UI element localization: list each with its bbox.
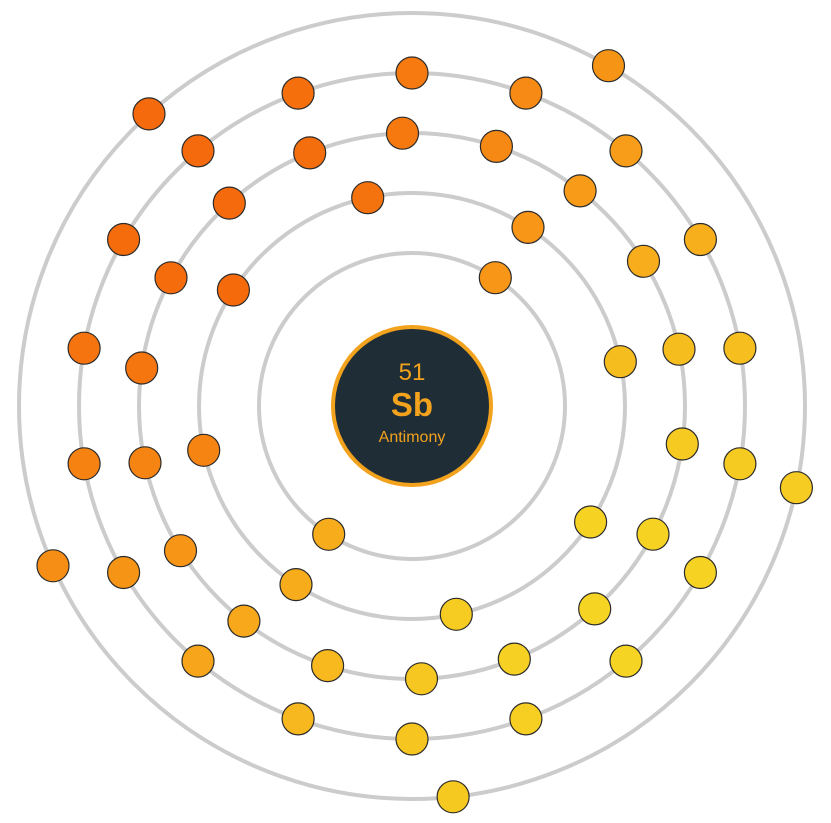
electron-shell-3-16 xyxy=(293,136,327,170)
electron-shell-4-13 xyxy=(181,644,215,678)
electron-shell-2-5 xyxy=(187,433,221,467)
electron-shell-2-8 xyxy=(511,210,545,244)
electron-shell-3-4 xyxy=(665,427,699,461)
electron-shell-5-2 xyxy=(779,471,814,505)
electron-shell-2 xyxy=(197,191,627,621)
electron-shell-5 xyxy=(17,11,807,801)
electron-shell-3-10 xyxy=(227,604,261,638)
electron-shell-2-2 xyxy=(573,505,608,539)
electron-shell-3-9 xyxy=(311,648,345,683)
electron-shell-5-1 xyxy=(591,49,626,83)
electron-shell-4-1 xyxy=(281,76,315,110)
electron-shell-1-1 xyxy=(478,261,512,295)
element-name: Antimony xyxy=(379,429,446,446)
electron-shell-4-11 xyxy=(395,722,429,756)
electron-shell-4-3 xyxy=(509,76,543,110)
electrons xyxy=(36,49,814,814)
electron-shell-4-15 xyxy=(67,447,101,481)
electron-shell-4-8 xyxy=(683,555,718,590)
electron-shell-3-17 xyxy=(385,116,420,150)
electron-shell-5-5 xyxy=(132,97,166,131)
element-symbol: Sb xyxy=(391,386,433,423)
electron-shell-3-12 xyxy=(128,446,162,480)
electron-shell-3-6 xyxy=(578,592,612,626)
electron-shell-2-1 xyxy=(603,345,637,379)
electron-shell-3-5 xyxy=(636,517,670,551)
electron-shell-3-7 xyxy=(497,642,531,676)
electron-shell-3-15 xyxy=(212,186,246,220)
electron-shell-2-7 xyxy=(351,181,385,215)
nucleus: 51 Sb Antimony xyxy=(331,325,493,487)
electron-shell-3-13 xyxy=(125,351,159,385)
electron-shell-4-2 xyxy=(395,56,429,90)
electron-shell-4-12 xyxy=(281,702,315,736)
electron-shell-3-11 xyxy=(163,534,198,568)
nucleus-disc xyxy=(331,325,493,487)
electron-shell-4-4 xyxy=(609,134,643,168)
electron-shell-4-17 xyxy=(106,222,141,257)
electron-shell-5-3 xyxy=(436,780,470,814)
electron-shell-3-1 xyxy=(563,174,597,208)
electron-shell-3-8 xyxy=(404,662,439,696)
electron-shell-4-7 xyxy=(723,447,757,481)
electron-shell-2-3 xyxy=(439,597,473,631)
electron-shell-4-14 xyxy=(106,555,141,590)
electron-shell-1 xyxy=(257,251,567,561)
electron-shell-4-9 xyxy=(609,644,643,678)
atomic-number: 51 xyxy=(399,359,426,386)
electron-shell-4-18 xyxy=(181,134,215,168)
electron-shell-3-14 xyxy=(154,261,188,295)
electron-shell-1-2 xyxy=(312,517,346,551)
electron-shell-5-4 xyxy=(36,549,70,583)
electron-shell-4-6 xyxy=(723,331,757,365)
electron-shell-2-4 xyxy=(279,567,313,602)
electron-shell-4-10 xyxy=(509,702,543,736)
electron-shell-4-5 xyxy=(683,222,718,257)
electron-shell-2-6 xyxy=(216,273,250,307)
electron-shell-3-18 xyxy=(479,129,513,163)
electron-shell-3-2 xyxy=(626,244,661,278)
electron-shell-3-3 xyxy=(662,332,696,366)
electron-shell-4-16 xyxy=(67,331,101,365)
